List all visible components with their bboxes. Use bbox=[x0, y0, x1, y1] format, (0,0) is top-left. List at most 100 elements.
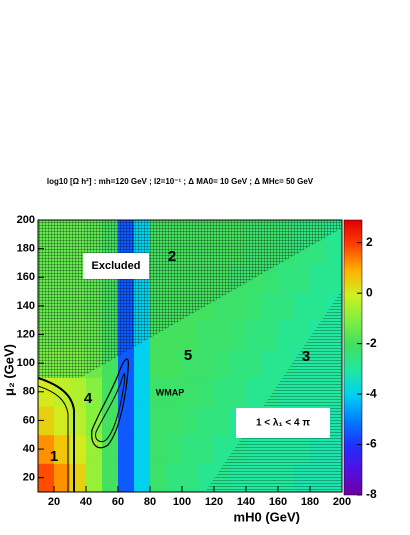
heat-cell bbox=[102, 434, 119, 464]
heat-cell bbox=[294, 291, 311, 321]
heat-cell bbox=[54, 377, 71, 407]
y-tick-label: 140 bbox=[17, 300, 35, 312]
heat-cell bbox=[278, 291, 295, 321]
x-tick-label: 120 bbox=[205, 496, 223, 508]
heat-cell bbox=[326, 262, 343, 293]
heat-cell bbox=[198, 348, 215, 378]
heat-cell bbox=[182, 348, 199, 378]
y-tick-label: 120 bbox=[17, 328, 35, 340]
heat-cell bbox=[214, 406, 231, 436]
heat-cell bbox=[118, 348, 135, 378]
wmap-contour bbox=[95, 373, 126, 443]
annotation: WMAP bbox=[156, 387, 185, 397]
heat-cell bbox=[182, 377, 199, 407]
color-bar bbox=[343, 219, 363, 496]
heat-cell bbox=[198, 434, 215, 464]
heat-cell bbox=[294, 320, 311, 350]
heat-cell bbox=[86, 377, 103, 407]
heat-cell bbox=[246, 348, 263, 378]
heat-cell bbox=[278, 262, 295, 293]
heat-cell bbox=[134, 406, 151, 436]
heat-cell bbox=[38, 406, 55, 436]
heat-cell bbox=[214, 377, 231, 407]
label-box bbox=[236, 408, 330, 438]
heat-cell bbox=[134, 377, 151, 407]
annotation: 4 bbox=[84, 390, 93, 407]
x-tick-label: 20 bbox=[48, 496, 60, 508]
heat-cell bbox=[198, 406, 215, 436]
heat-cell bbox=[182, 434, 199, 464]
heat-cell bbox=[230, 377, 247, 407]
label-box bbox=[83, 253, 149, 279]
heat-cell bbox=[198, 320, 215, 350]
colorbar-tick-label: -8 bbox=[366, 487, 377, 501]
heat-cell bbox=[326, 234, 343, 264]
plot-frame bbox=[37, 219, 343, 493]
heat-cell bbox=[246, 377, 263, 407]
heat-cell bbox=[230, 348, 247, 378]
heat-cell bbox=[182, 406, 199, 436]
y-tick-label: 160 bbox=[17, 271, 35, 283]
heat-cell bbox=[118, 434, 135, 464]
y-tick-label: 60 bbox=[23, 414, 35, 426]
contour bbox=[38, 385, 69, 492]
y-tick-label: 180 bbox=[17, 243, 35, 255]
heat-cell bbox=[294, 262, 311, 293]
heat-cell bbox=[214, 320, 231, 350]
heat-cell bbox=[86, 463, 103, 493]
heat-cell bbox=[262, 291, 279, 321]
heat-cell bbox=[150, 406, 167, 436]
heat-cell bbox=[214, 434, 231, 464]
heat-cell bbox=[214, 348, 231, 378]
heat-cell bbox=[54, 406, 71, 436]
heat-cell bbox=[166, 320, 183, 350]
heat-cell bbox=[166, 463, 183, 493]
heat-cell bbox=[38, 463, 55, 493]
heat-cell bbox=[310, 262, 327, 293]
colorbar-tick-label: 0 bbox=[366, 285, 373, 299]
heat-cell bbox=[102, 463, 119, 493]
y-tick-label: 20 bbox=[23, 472, 35, 484]
heat-cell bbox=[134, 434, 151, 464]
colorbar-tick-label: -4 bbox=[366, 386, 377, 400]
heat-cell bbox=[70, 434, 87, 464]
constraint-hatch bbox=[205, 290, 342, 492]
heat-cell bbox=[118, 406, 135, 436]
x-tick-label: 160 bbox=[269, 496, 287, 508]
heat-cell bbox=[70, 406, 87, 436]
heat-cell bbox=[150, 377, 167, 407]
colorbar-tick-label: -6 bbox=[366, 437, 377, 451]
heat-cell bbox=[54, 434, 71, 464]
colorbar-tick-label: 2 bbox=[366, 235, 373, 249]
heat-cell bbox=[86, 406, 103, 436]
contour bbox=[38, 377, 75, 492]
y-axis-title: μ₂ (GeV) bbox=[1, 344, 16, 396]
annotation: Excluded bbox=[92, 260, 141, 272]
heat-cell bbox=[182, 463, 199, 493]
heat-cell bbox=[182, 320, 199, 350]
x-tick-label: 140 bbox=[237, 496, 255, 508]
heat-cell bbox=[246, 320, 263, 350]
annotation: 3 bbox=[302, 348, 310, 365]
heat-cell bbox=[118, 463, 135, 493]
heat-cell bbox=[118, 377, 135, 407]
heat-cell bbox=[134, 348, 151, 378]
heat-cell bbox=[262, 320, 279, 350]
heat-cell bbox=[134, 463, 151, 493]
heat-cell bbox=[198, 377, 215, 407]
heat-cell bbox=[230, 291, 247, 321]
heat-cell bbox=[230, 320, 247, 350]
y-tick-label: 100 bbox=[17, 357, 35, 369]
wmap-contour bbox=[91, 358, 129, 449]
y-tick-label: 200 bbox=[17, 214, 35, 226]
heat-cell bbox=[278, 320, 295, 350]
heat-cell bbox=[150, 434, 167, 464]
colorbar-tick-label: -2 bbox=[366, 336, 377, 350]
heat-cell bbox=[246, 291, 263, 321]
heat-cell bbox=[70, 377, 87, 407]
heat-cell bbox=[166, 377, 183, 407]
heat-cell bbox=[310, 291, 327, 321]
heat-cell bbox=[150, 348, 167, 378]
annotation: 1 bbox=[50, 448, 58, 465]
heat-cell bbox=[166, 348, 183, 378]
